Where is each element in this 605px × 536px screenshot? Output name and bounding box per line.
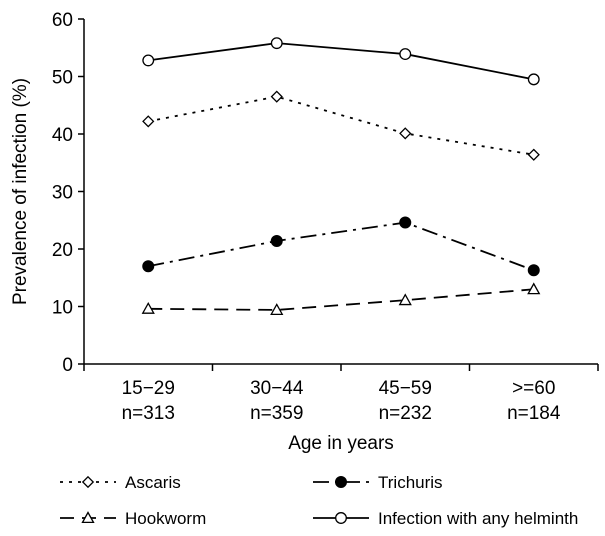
data-point-any-helminth (270, 37, 283, 50)
legend-swatch-marker (335, 476, 347, 488)
x-tick-label-n: n=359 (250, 403, 303, 424)
data-point-ascaris (270, 90, 283, 103)
x-axis-title: Age in years (288, 433, 394, 454)
data-point-ascaris (142, 115, 155, 128)
series-line-trichuris (148, 221, 535, 272)
x-tick-label-age: 15−29 (122, 378, 175, 399)
data-point-any-helminth (399, 48, 412, 61)
data-point-any-helminth (142, 54, 155, 67)
legend-swatch-marker (81, 475, 95, 489)
series-any-helminth (142, 37, 540, 86)
data-point-hookworm (141, 301, 155, 314)
series-line-hookworm (148, 288, 534, 311)
data-point-hookworm (270, 303, 284, 316)
legend-item-hookworm: Hookworm (60, 509, 206, 528)
data-point-hookworm (527, 282, 541, 295)
x-tick-label-age: 45−59 (379, 378, 432, 399)
y-axis-title: Prevalence of infection (%) (10, 78, 31, 305)
y-tick-label: 20 (52, 240, 73, 261)
data-point-trichuris (142, 260, 155, 273)
x-tick-label-n: n=232 (379, 403, 432, 424)
x-tick-label-age: 30−44 (250, 378, 304, 399)
series-hookworm (141, 282, 541, 316)
data-point-trichuris (270, 234, 283, 247)
legend: Ascaris Trichuris Hookworm Infection with a… (60, 473, 578, 528)
data-point-hookworm (398, 293, 412, 306)
legend-label: Ascaris (125, 473, 181, 492)
series-trichuris (142, 216, 540, 277)
legend-item-ascaris: Ascaris (60, 473, 181, 492)
y-tick-label: 50 (52, 68, 73, 89)
legend-item-any-helminth: Infection with any helminth (313, 509, 578, 528)
x-tick-label-age: >=60 (512, 378, 555, 399)
series-line-any-helminth (148, 42, 534, 81)
x-tick-label-n: n=184 (507, 403, 561, 424)
data-point-trichuris (527, 264, 540, 277)
series-lines (141, 37, 541, 316)
series-line-ascaris (148, 95, 534, 156)
legend-label: Infection with any helminth (378, 509, 578, 528)
data-point-trichuris (399, 216, 412, 229)
y-tick-label: 30 (52, 183, 73, 204)
axes: 0 10 20 30 40 50 60 15−29 n=313 30−44 n=359 45−59 n=… (10, 10, 599, 454)
legend-swatch-marker (335, 512, 347, 524)
y-tick-label: 60 (52, 10, 73, 31)
legend-item-trichuris: Trichuris (313, 473, 443, 492)
legend-label: Hookworm (125, 509, 206, 528)
y-tick-label: 10 (52, 298, 73, 319)
data-point-ascaris (527, 148, 540, 161)
legend-swatch-marker (81, 511, 95, 524)
x-tick-label-n: n=313 (122, 403, 175, 424)
series-ascaris (142, 90, 540, 161)
data-point-ascaris (399, 127, 412, 140)
data-point-any-helminth (527, 73, 540, 86)
legend-label: Trichuris (378, 473, 443, 492)
y-tick-label: 0 (62, 355, 73, 376)
y-tick-label: 40 (52, 125, 73, 146)
